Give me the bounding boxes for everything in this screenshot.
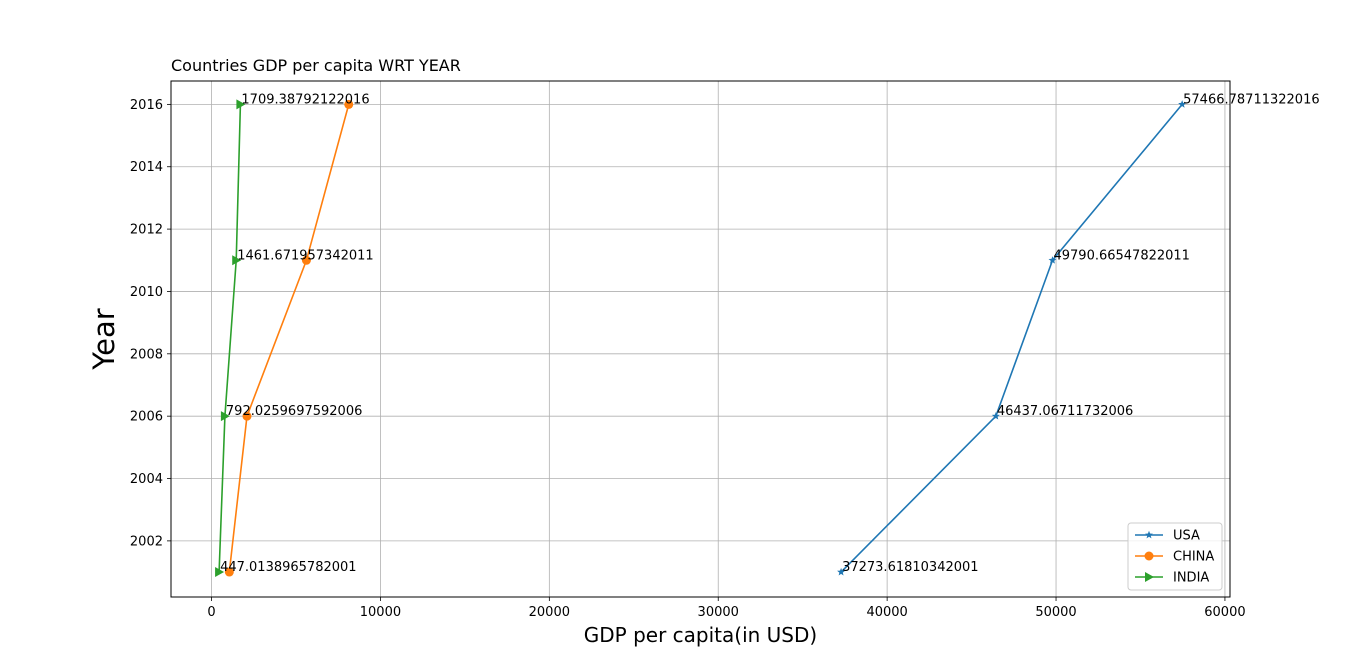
data-point-india [220, 411, 230, 422]
data-label-india: 447.0138965782001 [220, 560, 356, 575]
plot-frame [170, 80, 1231, 598]
data-label-india: 792.0259697592006 [226, 404, 362, 419]
data-point-china [242, 411, 252, 421]
data-point-india [232, 255, 242, 266]
x-axis-label: GDP per capita(in USD) [584, 623, 817, 647]
series-usa [837, 100, 1187, 576]
y-tick-label: 2008 [130, 347, 163, 362]
y-tick-label: 2014 [130, 160, 163, 175]
data-point-usa [837, 567, 846, 576]
legend-marker [1145, 572, 1154, 582]
data-point-india [236, 99, 246, 110]
legend-entry-india: INDIA [1135, 571, 1209, 586]
legend-label: INDIA [1173, 571, 1209, 586]
data-point-china [344, 99, 354, 109]
y-tick-label: 2012 [130, 223, 163, 238]
data-point-usa [1178, 100, 1187, 108]
data-label-usa: 46437.06711732006 [997, 404, 1133, 419]
legend-label: USA [1173, 529, 1200, 544]
series-line-india [218, 104, 242, 573]
data-label-usa: 49790.66547822011 [1053, 248, 1189, 263]
chart-title: Countries GDP per capita WRT YEAR [171, 56, 461, 75]
data-label-india: 1709.38792122016 [241, 92, 369, 107]
data-point-usa [991, 411, 1000, 420]
series-line-usa [840, 103, 1183, 573]
legend-entry-china: CHINA [1135, 550, 1214, 565]
series-china [224, 99, 354, 577]
y-tick-label: 2016 [130, 98, 163, 113]
legend: USA CHINA INDIA [1127, 522, 1223, 591]
x-tick-label: 50000 [1035, 605, 1076, 620]
y-axis-label: Year [87, 308, 121, 370]
y-tick-label: 2002 [130, 534, 163, 549]
x-tick-label: 10000 [360, 605, 401, 620]
data-labels: 37273.61810342001 46437.06711732006 49790.… [220, 92, 1320, 575]
y-tick-label: 2006 [130, 410, 163, 425]
x-tick-label: 0 [207, 605, 215, 620]
data-label-usa: 37273.61810342001 [842, 560, 978, 575]
grid-lines [171, 81, 1230, 597]
data-point-china [301, 255, 311, 265]
y-tick-label: 2010 [130, 285, 163, 300]
legend-label: CHINA [1173, 550, 1214, 565]
legend-entry-usa: USA [1135, 529, 1200, 544]
data-label-india: 1461.671957342011 [237, 248, 373, 263]
y-tick-label: 2004 [130, 472, 163, 487]
legend-box [1127, 522, 1223, 591]
x-tick-label: 40000 [866, 605, 907, 620]
data-point-usa [1048, 256, 1057, 264]
x-tick-label: 20000 [529, 605, 570, 620]
data-label-usa: 57466.78711322016 [1183, 92, 1319, 107]
x-tick-label: 30000 [698, 605, 739, 620]
axis-ticks: 0 10000 20000 30000 40000 50000 60000 2002 2004 2… [130, 98, 1246, 620]
series-layer [215, 99, 1187, 578]
legend-marker [1144, 551, 1154, 561]
legend-marker [1145, 530, 1153, 539]
series-india [215, 99, 246, 578]
series-line-china [228, 104, 350, 573]
data-point-india [215, 567, 225, 578]
x-tick-label: 60000 [1204, 605, 1245, 620]
data-point-china [224, 567, 234, 577]
